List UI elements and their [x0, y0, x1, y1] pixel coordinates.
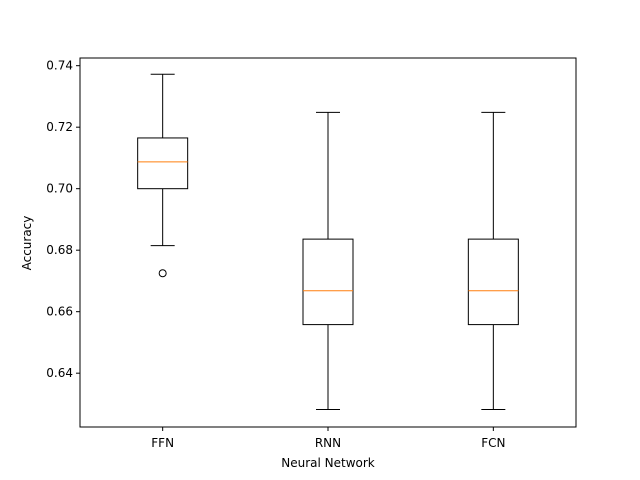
- box-ffn: [137, 73, 189, 278]
- y-tick-label: 0.70: [46, 182, 73, 196]
- iqr-box: [137, 137, 189, 190]
- outlier-point: [158, 269, 167, 278]
- x-tick-label: FCN: [481, 436, 505, 450]
- x-axis: FFN RNN FCN: [151, 427, 505, 450]
- y-tick-label: 0.66: [46, 305, 73, 319]
- y-axis: 0.64 0.66 0.68 0.70 0.72 0.74: [46, 59, 80, 380]
- x-axis-label: Neural Network: [281, 456, 375, 470]
- box-fcn: [467, 111, 519, 410]
- iqr-box: [302, 238, 354, 326]
- x-tick-label: RNN: [315, 436, 341, 450]
- x-tick-label: FFN: [151, 436, 174, 450]
- box-rnn: [302, 111, 354, 410]
- y-tick-label: 0.64: [46, 366, 73, 380]
- y-axis-label: Accuracy: [20, 216, 34, 271]
- y-tick-label: 0.72: [46, 120, 73, 134]
- iqr-box: [467, 238, 519, 326]
- y-tick-label: 0.74: [46, 59, 73, 73]
- boxes: [137, 73, 519, 410]
- y-tick-label: 0.68: [46, 243, 73, 257]
